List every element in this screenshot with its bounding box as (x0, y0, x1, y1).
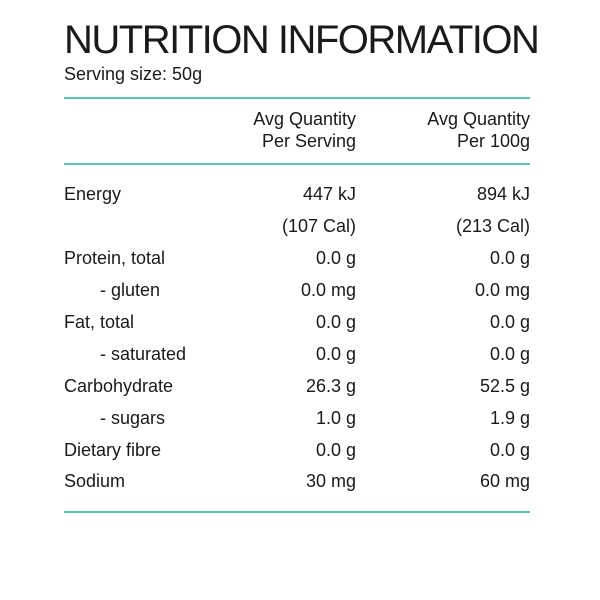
table-row: Energy 447 kJ 894 kJ (64, 179, 530, 211)
per-serving-value: 1.0 g (315, 407, 356, 428)
per-serving-value: (107 Cal) (281, 216, 356, 237)
header-per-100g: Avg Quantity Per 100g (356, 108, 530, 153)
nutrient-name: Dietary fibre (64, 439, 162, 460)
nutrient-table: Energy 447 kJ 894 kJ (107 Cal) (213 Cal) Prot… (64, 165, 530, 498)
per-serving-value: 0.0 g (315, 248, 356, 269)
panel-title: NUTRITION INFORMATION (64, 18, 540, 62)
per-100g-value: (213 Cal) (455, 216, 530, 237)
per-100g-value: 60 mg (479, 471, 530, 492)
header-per-100g-line1: Avg Quantity (427, 109, 530, 129)
table-row: - gluten 0.0 mg 0.0 mg (64, 275, 530, 307)
nutrition-panel: NUTRITION INFORMATION Serving size: 50g … (64, 18, 540, 513)
header-divider (64, 163, 530, 165)
nutrient-name: Sodium (64, 471, 126, 492)
header-per-serving-line1: Avg Quantity (253, 109, 356, 129)
header-blank (64, 108, 240, 153)
per-serving-value: 447 kJ (302, 184, 356, 205)
nutrient-name: - sugars (100, 407, 166, 428)
per-serving-value: 0.0 g (315, 343, 356, 364)
per-serving-value: 0.0 mg (300, 280, 356, 301)
per-serving-value: 30 mg (305, 471, 356, 492)
table-row: - saturated 0.0 g 0.0 g (64, 338, 530, 370)
table-row: Protein, total 0.0 g 0.0 g (64, 243, 530, 275)
per-100g-value: 0.0 g (489, 439, 530, 460)
nutrient-name: Carbohydrate (64, 375, 174, 396)
per-100g-value: 0.0 g (489, 343, 530, 364)
per-100g-value: 894 kJ (476, 184, 530, 205)
table-row: Carbohydrate 26.3 g 52.5 g (64, 370, 530, 402)
nutrient-name: Energy (64, 184, 122, 205)
header-per-serving: Avg Quantity Per Serving (240, 108, 356, 153)
table-row: Sodium 30 mg 60 mg (64, 466, 530, 498)
table-row: (107 Cal) (213 Cal) (64, 211, 530, 243)
nutrient-name: - gluten (100, 280, 161, 301)
table-row: - sugars 1.0 g 1.9 g (64, 402, 530, 434)
nutrient-name: - saturated (100, 343, 187, 364)
bottom-divider (64, 510, 530, 513)
header-per-serving-line2: Per Serving (261, 131, 356, 151)
header-per-100g-line2: Per 100g (456, 131, 530, 151)
per-100g-value: 0.0 mg (474, 280, 530, 301)
per-100g-value: 0.0 g (489, 312, 530, 332)
serving-size: Serving size: 50g (64, 64, 203, 84)
nutrient-name: Fat, total (64, 312, 135, 332)
top-divider (64, 97, 530, 99)
per-serving-value: 0.0 g (315, 312, 356, 332)
nutrient-name: Protein, total (64, 248, 166, 269)
per-serving-value: 0.0 g (315, 439, 356, 460)
table-row: Fat, total 0.0 g 0.0 g (64, 307, 530, 339)
table-row: Dietary fibre 0.0 g 0.0 g (64, 434, 530, 466)
column-header-row: Avg Quantity Per Serving Avg Quantity Pe… (64, 99, 530, 153)
per-100g-value: 52.5 g (479, 375, 530, 396)
per-100g-value: 1.9 g (489, 407, 530, 428)
per-100g-value: 0.0 g (489, 248, 530, 269)
per-serving-value: 26.3 g (305, 375, 356, 396)
